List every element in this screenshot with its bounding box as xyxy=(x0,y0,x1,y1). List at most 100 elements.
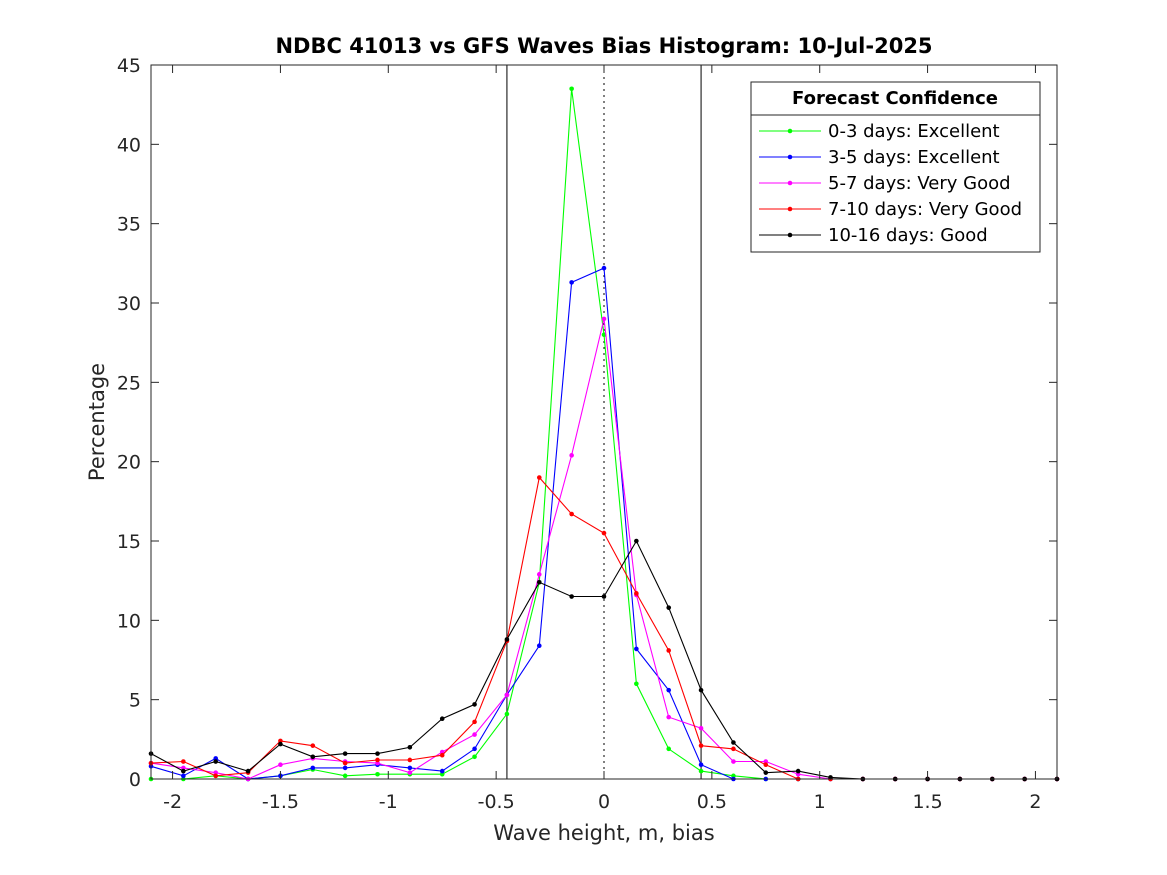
legend-swatch-marker xyxy=(787,154,793,160)
data-point xyxy=(569,280,574,285)
data-point xyxy=(472,754,477,760)
data-point xyxy=(763,759,769,764)
data-point xyxy=(278,738,283,744)
legend-label: 5-7 days: Very Good xyxy=(828,173,1011,194)
data-point xyxy=(472,702,477,707)
data-point xyxy=(375,771,380,777)
data-point xyxy=(439,771,445,777)
legend-box xyxy=(750,81,1041,253)
legend-entry: 0-3 days: Excellent xyxy=(759,121,1000,142)
data-point xyxy=(698,725,704,731)
legend-label: 7-10 days: Very Good xyxy=(828,199,1022,220)
y-tick-label: 25 xyxy=(117,372,141,394)
data-point xyxy=(666,605,672,610)
data-point xyxy=(310,743,316,748)
data-point xyxy=(245,768,251,774)
data-point xyxy=(504,692,510,698)
data-point xyxy=(731,759,736,764)
data-point xyxy=(375,757,380,763)
data-point xyxy=(375,751,380,756)
data-point xyxy=(634,591,639,596)
data-point xyxy=(731,773,736,779)
legend-entry: 3-5 days: Excellent xyxy=(759,147,1000,168)
data-point xyxy=(213,773,219,779)
data-point xyxy=(763,762,769,768)
data-point xyxy=(569,453,574,458)
data-point xyxy=(666,746,672,752)
data-point xyxy=(698,762,704,768)
y-tick-label: 5 xyxy=(129,690,141,712)
plot-frame xyxy=(150,64,1058,780)
data-point xyxy=(536,579,542,585)
data-point xyxy=(407,757,413,763)
data-point xyxy=(666,714,672,720)
x-tick-label: -1.5 xyxy=(262,791,299,813)
data-point xyxy=(569,594,574,599)
data-point xyxy=(213,756,219,761)
legend-title: Forecast Confidence xyxy=(792,88,998,109)
data-point xyxy=(601,594,607,599)
data-point xyxy=(601,332,607,338)
data-point xyxy=(569,86,574,92)
legend-entry: 7-10 days: Very Good xyxy=(759,199,1022,220)
legend-label: 10-16 days: Good xyxy=(828,225,988,246)
data-point xyxy=(504,637,510,642)
data-point xyxy=(310,754,316,760)
x-tick-label: 0 xyxy=(598,791,610,813)
data-point xyxy=(181,759,186,764)
data-point xyxy=(569,511,574,517)
legend: Forecast Confidence 0-3 days: Excellent 3… xyxy=(750,81,1041,253)
x-tick-label: -0.5 xyxy=(478,791,515,813)
data-point xyxy=(634,646,639,652)
data-point xyxy=(731,746,736,752)
data-point xyxy=(698,687,704,693)
y-tick-label: 15 xyxy=(117,531,141,553)
data-point xyxy=(342,773,348,779)
data-point xyxy=(472,746,477,752)
data-point xyxy=(795,771,801,777)
x-tick-label: -1 xyxy=(379,791,398,813)
y-tick-label: 20 xyxy=(117,452,141,474)
x-tick-label: 2 xyxy=(1029,791,1041,813)
data-point xyxy=(310,765,316,771)
y-tick-label: 35 xyxy=(117,214,141,236)
data-point xyxy=(536,643,542,649)
x-tick-label: -2 xyxy=(163,791,182,813)
data-point xyxy=(342,765,348,771)
data-point xyxy=(634,681,639,687)
data-point xyxy=(698,768,704,774)
data-point xyxy=(439,768,445,774)
data-point xyxy=(472,732,477,737)
data-point xyxy=(601,530,607,536)
y-tick-label: 30 xyxy=(117,293,141,315)
data-point xyxy=(407,770,413,775)
data-point xyxy=(698,743,704,748)
x-tick-label: 1 xyxy=(814,791,826,813)
data-point xyxy=(439,749,445,755)
x-tick-label: 0.5 xyxy=(697,791,727,813)
data-point xyxy=(536,572,542,577)
x-axis-label: Wave height, m, bias xyxy=(493,821,714,845)
legend-swatch-marker xyxy=(787,128,793,134)
y-tick-label: 45 xyxy=(117,55,141,77)
data-point xyxy=(342,760,348,766)
data-point xyxy=(439,752,445,758)
data-point xyxy=(213,770,219,775)
y-tick-label: 10 xyxy=(117,610,141,632)
legend-swatch-marker xyxy=(787,232,793,238)
legend-label: 3-5 days: Excellent xyxy=(828,147,1000,168)
data-point xyxy=(342,751,348,756)
data-point xyxy=(634,538,639,544)
data-point xyxy=(731,740,736,745)
data-point xyxy=(407,744,413,750)
data-point xyxy=(601,316,607,322)
series-layer xyxy=(148,86,1060,782)
data-point xyxy=(536,475,542,480)
legend-entry: 10-16 days: Good xyxy=(759,225,988,246)
data-point xyxy=(472,719,477,725)
data-point xyxy=(601,265,607,271)
reference-lines xyxy=(506,65,702,779)
data-point xyxy=(407,765,413,771)
